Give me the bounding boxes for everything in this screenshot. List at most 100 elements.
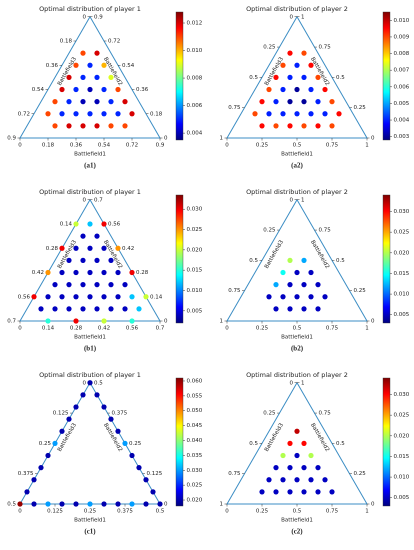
colorbar-tick-label: 0.006	[187, 103, 203, 109]
point	[52, 99, 58, 105]
point	[301, 489, 307, 495]
point	[273, 123, 279, 129]
colorbar-tick-label: 0.030	[187, 207, 203, 213]
right-tick-label: 0	[371, 319, 375, 325]
colorbar	[175, 377, 184, 507]
point	[87, 111, 93, 117]
point	[129, 501, 135, 507]
panel-title: Optimal distribution of player 1	[39, 371, 141, 379]
colorbar-tick-label: 0.009	[394, 34, 410, 40]
left-tick-label: 0	[290, 14, 294, 20]
point	[252, 111, 258, 117]
bottom-tick-label: 0.5	[156, 509, 165, 515]
point	[101, 111, 107, 117]
point	[101, 294, 107, 300]
bottom-tick-label: 0.25	[256, 143, 269, 149]
point	[101, 86, 107, 93]
bottom-tick-label: 0	[18, 143, 22, 149]
bottom-tick-label: 0.5	[293, 509, 302, 515]
point	[66, 282, 72, 288]
point	[122, 99, 128, 105]
point	[308, 477, 314, 483]
right-tick-label: 0	[164, 502, 168, 508]
point	[115, 111, 121, 117]
point	[45, 269, 51, 276]
bottom-tick-label: 1	[365, 509, 369, 515]
left-tick-label: 1	[220, 319, 224, 325]
point	[94, 99, 100, 105]
point	[52, 282, 58, 288]
point	[287, 74, 293, 80]
point	[322, 294, 328, 300]
point	[38, 306, 44, 312]
left-tick-label: 0.9	[7, 136, 16, 142]
point	[101, 245, 107, 251]
colorbar-tick-label: 0.025	[187, 483, 203, 489]
left-tick-label: 0.5	[249, 441, 258, 447]
point	[308, 86, 314, 93]
point	[80, 50, 86, 56]
point	[308, 294, 314, 300]
point	[66, 74, 72, 80]
triangle-frame	[19, 198, 161, 322]
point	[87, 501, 93, 507]
point	[287, 282, 293, 288]
right-tick-label: 0.375	[112, 411, 128, 417]
left-tick-label: 0	[83, 14, 87, 20]
axis-label: Battlefield2	[102, 56, 123, 86]
axis-label: Battlefield2	[102, 422, 123, 452]
point	[301, 282, 307, 288]
left-tick-label: 0.25	[263, 45, 276, 51]
colorbar	[175, 11, 184, 141]
point	[301, 74, 307, 80]
axis-label: Battlefield3	[264, 422, 285, 453]
point	[308, 269, 314, 276]
panel-label: (c2)	[291, 528, 303, 536]
point	[59, 269, 65, 276]
colorbar-tick-label: 0.010	[394, 475, 410, 481]
point	[80, 123, 86, 129]
point	[308, 62, 314, 68]
point	[287, 440, 293, 446]
point	[52, 306, 58, 312]
point	[122, 123, 128, 129]
right-tick-label: 1	[301, 197, 305, 203]
bottom-tick-label: 0	[225, 143, 229, 149]
bottom-tick-label: 0.75	[326, 326, 339, 332]
point	[143, 477, 149, 483]
colorbar-tick-label: 0.005	[394, 312, 410, 318]
point	[301, 465, 307, 471]
right-tick-label: 0.75	[319, 411, 332, 417]
right-tick-label: 0	[371, 502, 375, 508]
left-tick-label: 0.56	[18, 294, 31, 300]
point	[315, 306, 321, 312]
colorbar-tick-label: 0.020	[187, 247, 203, 253]
colorbar	[382, 377, 391, 507]
axis-label: Battlefield1	[74, 152, 106, 158]
point	[273, 489, 279, 495]
left-tick-label: 0.36	[46, 63, 59, 69]
bottom-tick-label: 0.5	[293, 143, 302, 149]
point	[294, 477, 300, 483]
right-tick-label: 0.72	[108, 39, 120, 45]
colorbar-tick-label: 0.020	[394, 433, 410, 439]
colorbar-tick-label: 0.040	[187, 438, 203, 444]
point	[80, 282, 86, 288]
point	[259, 489, 265, 495]
point	[315, 99, 321, 105]
point	[129, 294, 135, 300]
left-tick-label: 0.28	[46, 246, 59, 252]
bottom-tick-label: 0.14	[42, 326, 55, 332]
right-tick-label: 0.36	[136, 87, 149, 93]
point	[266, 294, 272, 300]
panel-label: (b2)	[291, 345, 304, 353]
bottom-tick-label: 0.125	[47, 509, 63, 515]
point	[294, 428, 300, 434]
point	[101, 221, 107, 227]
point	[101, 269, 107, 276]
point	[101, 62, 107, 68]
point	[31, 501, 37, 507]
left-tick-label: 0	[83, 380, 87, 386]
colorbar-tick-label: 0.015	[394, 271, 410, 277]
point	[287, 257, 293, 263]
